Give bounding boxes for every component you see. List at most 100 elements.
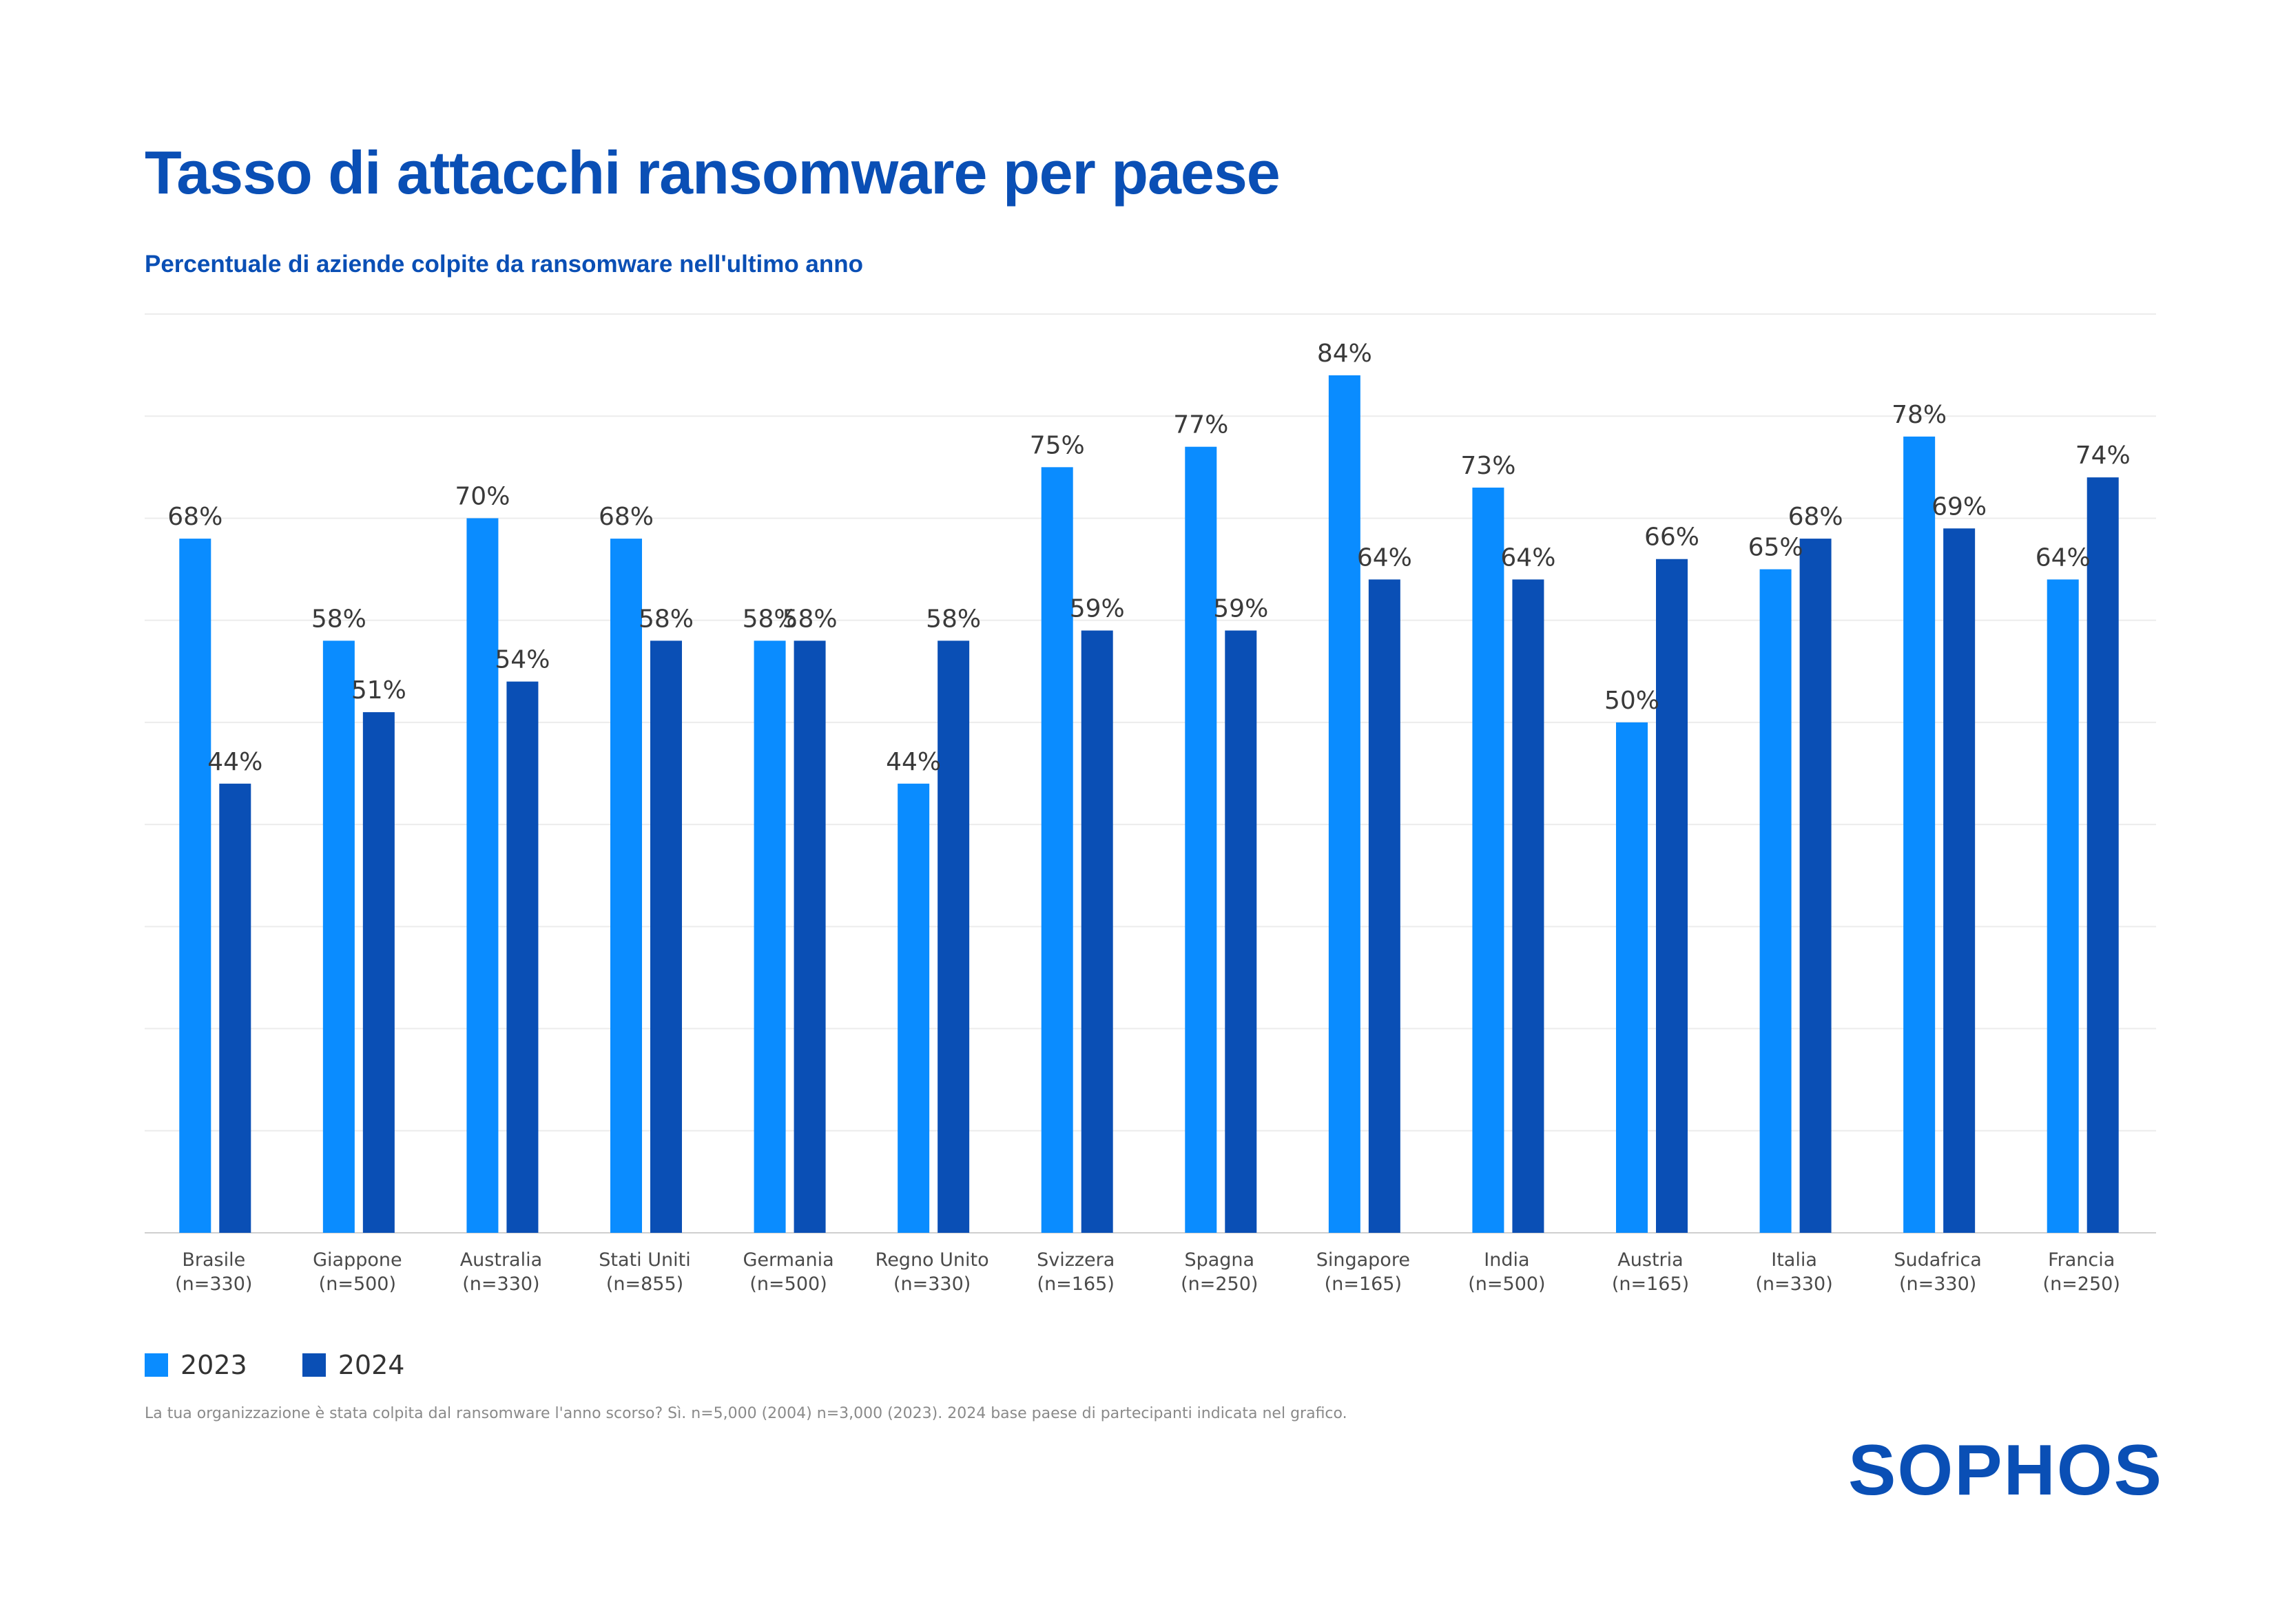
x-tick-sample-size: (n=500) xyxy=(319,1273,396,1295)
x-tick-sample-size: (n=330) xyxy=(1899,1273,1976,1295)
bar-2023-spagna xyxy=(1185,446,1217,1233)
legend-swatch-2023 xyxy=(145,1353,168,1377)
bar-2023-francia xyxy=(2047,579,2079,1233)
bar-2024-regno-unito xyxy=(938,641,970,1233)
value-label-2024: 59% xyxy=(1213,594,1268,623)
value-label-2023: 50% xyxy=(1604,687,1659,715)
value-label-2024: 74% xyxy=(2075,441,2131,470)
value-label-2024: 44% xyxy=(207,748,262,776)
x-tick-label: Italia xyxy=(1771,1249,1817,1271)
value-label-2023: 44% xyxy=(886,748,941,776)
legend: 2023 2024 xyxy=(145,1350,404,1380)
value-label-2024: 58% xyxy=(926,605,981,633)
bar-2024-austria xyxy=(1656,559,1688,1233)
bar-2023-india xyxy=(1472,487,1504,1233)
x-tick-label: Spagna xyxy=(1184,1249,1254,1271)
x-tick-sample-size: (n=165) xyxy=(1325,1273,1402,1295)
value-label-2024: 54% xyxy=(495,646,550,674)
bar-2024-australia xyxy=(506,681,539,1233)
x-tick-sample-size: (n=250) xyxy=(1181,1273,1258,1295)
x-tick-sample-size: (n=165) xyxy=(1037,1273,1115,1295)
bars xyxy=(179,375,2119,1233)
bar-2024-india xyxy=(1512,579,1544,1233)
bar-2024-stati-uniti xyxy=(650,641,682,1233)
logo-text: SOPHOS xyxy=(1848,1430,2163,1510)
x-tick-label: Brasile xyxy=(182,1249,245,1271)
bar-2024-singapore xyxy=(1368,579,1400,1233)
bar-2023-brasile xyxy=(179,539,211,1233)
x-tick-sample-size: (n=330) xyxy=(462,1273,539,1295)
value-labels: 68%44%58%51%70%54%68%58% 58%58%44%58%75%5… xyxy=(167,340,2130,776)
bar-2023-australia xyxy=(466,518,499,1233)
x-tick-label: Austria xyxy=(1617,1249,1683,1271)
value-label-2023: 77% xyxy=(1173,411,1228,439)
bar-2023-austria xyxy=(1616,722,1648,1233)
value-label-2023: 58% xyxy=(743,605,798,633)
legend-item-2023: 2023 xyxy=(145,1350,247,1380)
sophos-logo: SOPHOS xyxy=(1848,1435,2163,1506)
bar-2023-regno-unito xyxy=(898,783,930,1233)
x-axis-tick-labels: Brasile(n=330)Giappone(n=500)Australia(n… xyxy=(175,1249,2120,1295)
bar-2024-francia xyxy=(2087,477,2119,1233)
value-label-2024: 68% xyxy=(1788,503,1843,531)
bar-2024-sudafrica xyxy=(1943,528,1976,1233)
value-label-2023: 58% xyxy=(311,605,366,633)
value-label-2024: 58% xyxy=(783,605,838,633)
x-tick-sample-size: (n=855) xyxy=(606,1273,683,1295)
value-label-2024: 58% xyxy=(639,605,694,633)
bar-2023-stati-uniti xyxy=(610,539,642,1233)
x-tick-sample-size: (n=330) xyxy=(893,1273,971,1295)
value-label-2023: 65% xyxy=(1748,534,1803,562)
x-tick-label: Germania xyxy=(743,1249,833,1271)
bar-2024-germania xyxy=(794,641,826,1233)
x-tick-sample-size: (n=330) xyxy=(1755,1273,1832,1295)
x-tick-label: Svizzera xyxy=(1037,1249,1115,1271)
x-tick-label: Regno Unito xyxy=(876,1249,989,1271)
chart-title: Tasso di attacchi ransomware per paese xyxy=(145,138,1281,207)
x-tick-label: Francia xyxy=(2048,1249,2115,1271)
x-tick-sample-size: (n=500) xyxy=(1468,1273,1545,1295)
gridlines xyxy=(145,313,2156,1233)
x-tick-sample-size: (n=500) xyxy=(749,1273,827,1295)
legend-item-2024: 2024 xyxy=(302,1350,405,1380)
x-tick-label: Australia xyxy=(460,1249,542,1271)
x-tick-label: Singapore xyxy=(1316,1249,1410,1271)
bar-2024-svizzera xyxy=(1081,630,1113,1233)
value-label-2024: 66% xyxy=(1644,523,1699,552)
x-tick-sample-size: (n=330) xyxy=(175,1273,252,1295)
footnote: La tua organizzazione è stata colpita da… xyxy=(145,1405,1347,1422)
x-tick-sample-size: (n=250) xyxy=(2043,1273,2120,1295)
bar-2023-singapore xyxy=(1328,375,1360,1233)
bar-2023-sudafrica xyxy=(1903,436,1936,1233)
value-label-2023: 68% xyxy=(167,503,222,531)
value-label-2023: 64% xyxy=(2036,543,2091,572)
bar-2024-giappone xyxy=(362,712,395,1233)
x-tick-sample-size: (n=165) xyxy=(1612,1273,1689,1295)
x-tick-label: India xyxy=(1484,1249,1529,1271)
chart-subtitle: Percentuale di aziende colpite da ransom… xyxy=(145,251,864,278)
value-label-2024: 51% xyxy=(351,676,406,705)
legend-label-2024: 2024 xyxy=(338,1350,405,1380)
value-label-2024: 69% xyxy=(1932,492,1987,521)
value-label-2023: 70% xyxy=(455,482,510,510)
bar-2023-giappone xyxy=(322,641,355,1233)
value-label-2023: 68% xyxy=(599,503,654,531)
bar-2024-italia xyxy=(1799,539,1832,1233)
bar-2024-brasile xyxy=(219,783,251,1233)
bar-chart: 68%44%58%51%70%54%68%58% 58%58%44%58%75%5… xyxy=(145,313,2156,1295)
x-tick-label: Sudafrica xyxy=(1894,1249,1981,1271)
value-label-2024: 64% xyxy=(1357,543,1412,572)
bar-2023-italia xyxy=(1759,569,1792,1233)
value-label-2023: 84% xyxy=(1317,340,1372,368)
bar-2023-germania xyxy=(754,641,786,1233)
legend-swatch-2024 xyxy=(302,1353,326,1377)
bar-2023-svizzera xyxy=(1041,467,1073,1233)
value-label-2023: 78% xyxy=(1892,401,1947,429)
value-label-2024: 64% xyxy=(1500,543,1555,572)
value-label-2023: 75% xyxy=(1030,431,1085,459)
x-tick-label: Stati Uniti xyxy=(599,1249,690,1271)
value-label-2024: 59% xyxy=(1070,594,1125,623)
value-label-2023: 73% xyxy=(1460,452,1515,480)
x-tick-label: Giappone xyxy=(313,1249,402,1271)
legend-label-2023: 2023 xyxy=(180,1350,247,1380)
